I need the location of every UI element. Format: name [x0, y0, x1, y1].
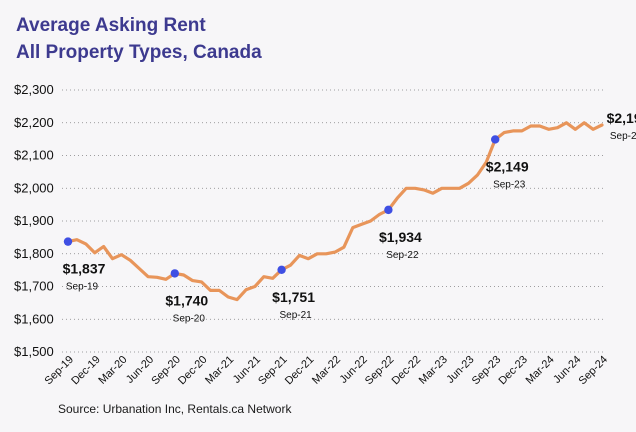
y-tick-label: $1,500 [14, 344, 54, 359]
data-point-marker [491, 135, 500, 144]
x-tick-label: Dec-20 [176, 354, 210, 388]
series-line [66, 121, 604, 302]
x-tick-label: Sep-22 [363, 354, 397, 388]
title-line-1: Average Asking Rent [16, 15, 206, 36]
x-axis-tick-labels: Sep-19Dec-19Mar-20Jun-20Sep-20Dec-20Mar-… [43, 354, 611, 388]
y-tick-label: $1,900 [14, 213, 54, 228]
x-tick-label: Mar-20 [96, 354, 129, 387]
data-label-date: Sep-19 [66, 282, 99, 293]
x-tick-label: Dec-23 [496, 354, 530, 388]
y-tick-label: $2,200 [14, 115, 54, 130]
data-label-value: $1,934 [379, 229, 422, 245]
data-label-value: $1,740 [165, 292, 208, 308]
x-tick-label: Mar-24 [524, 354, 557, 387]
x-tick-label: Sep-21 [256, 354, 290, 388]
x-tick-label: Dec-21 [283, 354, 317, 388]
source-note: Source: Urbanation Inc, Rentals.ca Netwo… [58, 402, 292, 416]
x-tick-label: Dec-22 [390, 354, 424, 388]
data-point-marker [63, 237, 73, 246]
data-label-date: Sep-24 [610, 131, 636, 142]
y-tick-label: $1,700 [14, 279, 54, 294]
x-tick-label: Dec-19 [69, 354, 103, 388]
x-tick-label: Sep-24 [577, 354, 611, 388]
x-tick-label: Sep-20 [149, 354, 183, 388]
data-label-date: Sep-21 [279, 310, 312, 321]
data-label-date: Sep-20 [173, 313, 206, 324]
y-tick-label: $1,600 [14, 311, 54, 326]
x-tick-label: Mar-23 [417, 354, 450, 387]
annotations: $1,837 Sep-19 $1,740 Sep-20 $1,751 Sep-21 $1,9… [63, 110, 636, 324]
data-label-value: $2,149 [486, 158, 529, 174]
x-tick-label: Mar-22 [310, 354, 343, 387]
data-point-marker [384, 205, 393, 215]
data-point-marker [277, 265, 286, 274]
y-tick-label: $1,800 [14, 246, 54, 261]
x-tick-label: Sep-23 [470, 354, 504, 388]
y-tick-label: $2,100 [14, 148, 54, 163]
data-label-value: $1,837 [63, 261, 106, 277]
chart-title: Average Asking Rent All Property Types, … [16, 12, 262, 66]
data-point-marker [170, 269, 179, 278]
data-label-value: $1,751 [272, 289, 315, 305]
y-tick-label: $2,000 [14, 180, 54, 195]
title-line-2: All Property Types, Canada [16, 42, 262, 63]
data-label-date: Sep-22 [386, 250, 419, 261]
data-label-value: $2,193 [607, 110, 636, 126]
y-tick-label: $2,300 [14, 82, 54, 97]
data-label-date: Sep-23 [493, 179, 526, 190]
x-tick-label: Mar-21 [203, 354, 236, 387]
y-axis-tick-labels: $1,500 $1,600 $1,700 $1,800 $1,900 $2,000 $2,1… [14, 82, 54, 359]
series-line-group [66, 121, 604, 302]
